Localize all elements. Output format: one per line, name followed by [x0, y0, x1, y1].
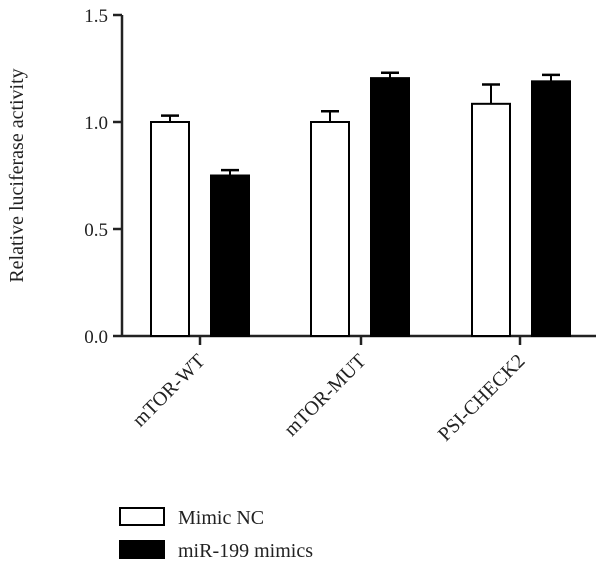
- legend-swatch-mir-199-mimics: [119, 540, 165, 559]
- y-axis-title: Relative luciferase activity: [6, 68, 28, 282]
- x-category-label: PSI-CHECK2: [434, 350, 530, 446]
- bar-mimic-nc-1: [310, 121, 350, 337]
- axes: [113, 13, 596, 345]
- x-category-label: mTOR-MUT: [280, 350, 371, 441]
- y-tick-label: 1.0: [84, 113, 108, 134]
- bar-mimic-nc-2: [471, 102, 511, 337]
- legend-swatch-mimic-nc: [119, 507, 165, 526]
- y-tick-label: 0.0: [84, 327, 108, 348]
- legend: Mimic NC miR-199 mimics: [119, 507, 313, 562]
- legend-label-mir-199-mimics: miR-199 mimics: [178, 540, 313, 562]
- bar-mir-199-mimics-1: [370, 77, 410, 337]
- y-tick-label: 1.5: [84, 6, 108, 27]
- x-category-label: mTOR-WT: [128, 350, 209, 431]
- legend-label-mimic-nc: Mimic NC: [178, 507, 264, 529]
- bars: [150, 71, 571, 337]
- labels: 0.0 0.5 1.0 1.5 Relative luciferase activity…: [6, 6, 530, 446]
- bar-mimic-nc-0: [150, 121, 190, 337]
- y-tick-label: 0.5: [84, 220, 108, 241]
- bar-mir-199-mimics-0: [210, 174, 250, 337]
- bar-mir-199-mimics-2: [531, 80, 571, 337]
